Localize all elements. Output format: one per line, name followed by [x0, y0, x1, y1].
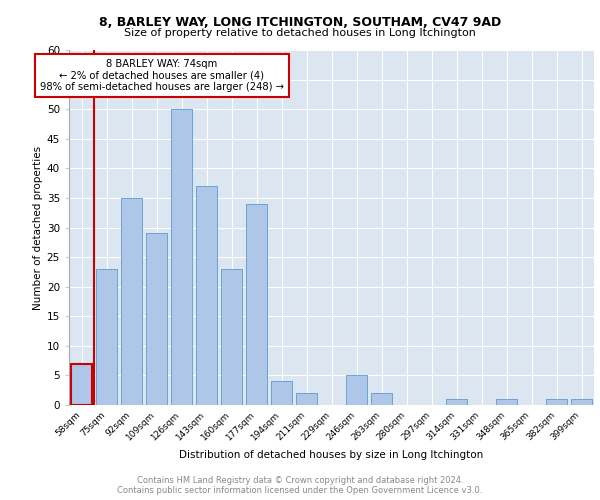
Bar	[371, 393, 392, 405]
Bar	[221, 269, 242, 405]
Bar	[71, 364, 92, 405]
Text: Size of property relative to detached houses in Long Itchington: Size of property relative to detached ho…	[124, 28, 476, 38]
Bar	[196, 186, 217, 405]
Bar	[121, 198, 142, 405]
Text: Contains HM Land Registry data © Crown copyright and database right 2024.
Contai: Contains HM Land Registry data © Crown c…	[118, 476, 482, 495]
Bar	[446, 399, 467, 405]
Bar	[346, 376, 367, 405]
X-axis label: Distribution of detached houses by size in Long Itchington: Distribution of detached houses by size …	[179, 450, 484, 460]
Text: 8, BARLEY WAY, LONG ITCHINGTON, SOUTHAM, CV47 9AD: 8, BARLEY WAY, LONG ITCHINGTON, SOUTHAM,…	[99, 16, 501, 29]
Bar	[571, 399, 592, 405]
Bar	[146, 234, 167, 405]
Bar	[171, 109, 192, 405]
Bar	[271, 382, 292, 405]
Bar	[496, 399, 517, 405]
Text: 8 BARLEY WAY: 74sqm
← 2% of detached houses are smaller (4)
98% of semi-detached: 8 BARLEY WAY: 74sqm ← 2% of detached hou…	[40, 59, 284, 92]
Bar	[246, 204, 267, 405]
Bar	[546, 399, 567, 405]
Bar	[296, 393, 317, 405]
Bar	[96, 269, 117, 405]
Y-axis label: Number of detached properties: Number of detached properties	[32, 146, 43, 310]
